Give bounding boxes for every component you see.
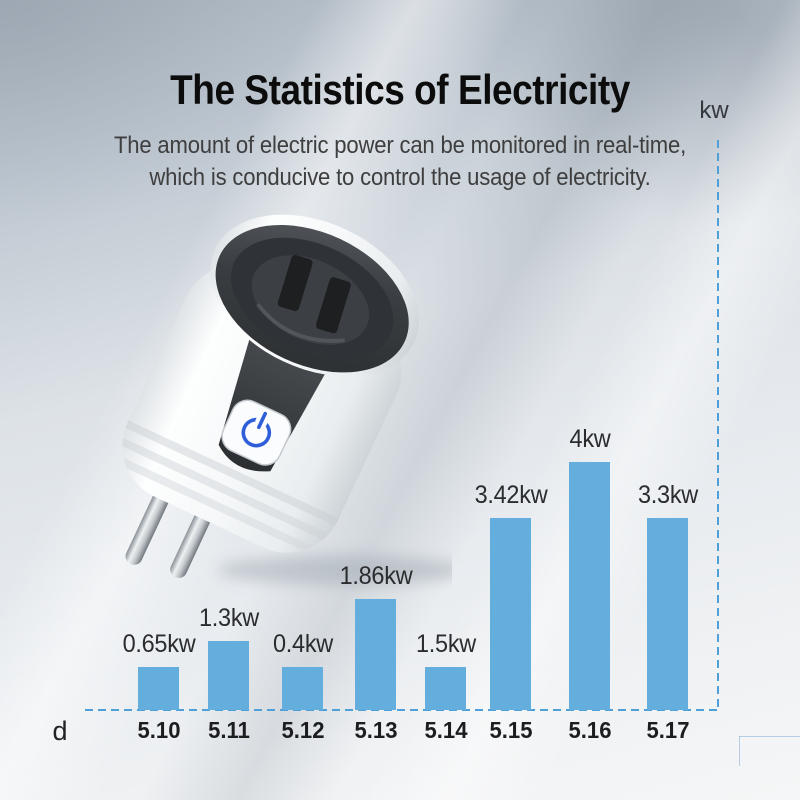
- plug-shadow: [218, 555, 452, 585]
- x-tick-label-5.12: 5.12: [281, 717, 324, 743]
- x-axis-dashed-line: [85, 709, 718, 711]
- plug-ribs: [106, 418, 343, 561]
- x-tick-label-5.11: 5.11: [207, 717, 250, 743]
- subtitle-line-2: which is conducive to control the usage …: [149, 164, 651, 191]
- power-button[interactable]: [217, 395, 296, 470]
- bar-value-label-5.12: 0.4kw: [272, 630, 333, 658]
- corner-mark-horizontal: [739, 736, 800, 737]
- y-axis-dashed-line: [717, 140, 719, 710]
- bar-value-label-5.13: 1.86kw: [339, 562, 412, 590]
- corner-mark-vertical: [739, 736, 740, 766]
- x-tick-label-5.17: 5.17: [646, 717, 689, 743]
- bar-value-label-5.10: 0.65kw: [122, 630, 195, 658]
- x-tick-label-5.16: 5.16: [568, 717, 611, 743]
- y-axis-unit-label: kw: [699, 97, 729, 124]
- plug-socket-slots: [277, 255, 351, 334]
- plug-socket-recess: [251, 255, 370, 345]
- bar-value-label-5.14: 1.5kw: [415, 630, 476, 658]
- x-tick-label-5.14: 5.14: [424, 717, 467, 743]
- bar-5.12: [282, 667, 323, 710]
- x-tick-label-5.13: 5.13: [354, 717, 397, 743]
- subtitle-line-1: The amount of electric power can be moni…: [113, 132, 687, 159]
- bar-5.13: [355, 599, 396, 710]
- x-tick-label-5.15: 5.15: [489, 717, 532, 743]
- x-tick-label-5.10: 5.10: [137, 717, 180, 743]
- plug-recess-highlight: [256, 302, 345, 343]
- bar-5.17: [647, 518, 688, 710]
- power-icon: [241, 411, 272, 448]
- bar-value-label-5.17: 3.3kw: [637, 481, 698, 509]
- bar-5.10: [138, 667, 179, 710]
- x-axis-unit-label: d: [52, 716, 68, 746]
- page-subtitle: The amount of electric power can be moni…: [32, 130, 768, 194]
- bar-5.14: [425, 667, 466, 710]
- bar-value-label-5.15: 3.42kw: [474, 481, 547, 509]
- bar-5.16: [569, 462, 610, 710]
- bar-5.11: [208, 641, 249, 710]
- smart-plug-image: [106, 214, 452, 585]
- bar-value-label-5.16: 4kw: [569, 425, 610, 453]
- page-title: The Statistics of Electricity: [170, 66, 630, 113]
- bar-5.15: [490, 518, 531, 710]
- bar-value-label-5.11: 1.3kw: [198, 604, 259, 632]
